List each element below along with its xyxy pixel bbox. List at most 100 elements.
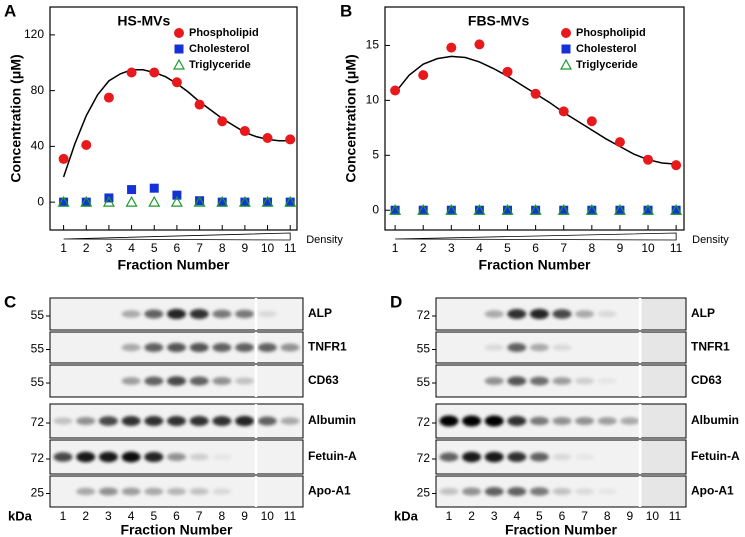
- blot-band: [552, 377, 572, 385]
- legend-marker: [174, 44, 184, 54]
- blot-band: [121, 343, 141, 352]
- lane-label: 10: [261, 509, 275, 523]
- x-tick-label: 7: [196, 241, 203, 255]
- blot-band: [189, 488, 209, 495]
- x-tick-label: 5: [504, 241, 511, 255]
- data-point: [217, 197, 227, 207]
- blot-band: [121, 487, 141, 496]
- lane-label: 9: [626, 509, 633, 523]
- data-point: [557, 203, 570, 215]
- lane-label: 6: [173, 509, 180, 523]
- panel-letter: D: [390, 292, 402, 311]
- kda-marker: 55: [417, 375, 431, 389]
- blot-band: [575, 453, 595, 461]
- data-point: [642, 203, 655, 215]
- lane-label: 5: [150, 509, 157, 523]
- blot-blank: [642, 332, 686, 363]
- chart-title: HS-MVs: [117, 13, 170, 29]
- blot-band: [597, 488, 617, 495]
- blot-band: [235, 415, 255, 427]
- lane-label: 3: [105, 509, 112, 523]
- data-point: [284, 195, 297, 207]
- blot-band: [484, 487, 504, 496]
- density-wedge: [63, 232, 291, 241]
- density-label: Density: [306, 234, 343, 246]
- lane-label: 6: [559, 509, 566, 523]
- data-point: [239, 126, 250, 137]
- density-wedge: [395, 232, 677, 241]
- blot-band: [167, 308, 186, 320]
- data-point: [417, 203, 430, 215]
- protein-label: CD63: [691, 373, 722, 387]
- data-point: [585, 203, 598, 215]
- data-point: [614, 137, 625, 148]
- lane-label: 9: [241, 509, 248, 523]
- protein-label: TNFR1: [691, 340, 730, 354]
- kda-marker: 72: [31, 451, 45, 465]
- data-point: [418, 205, 428, 215]
- plot-frame: [384, 6, 685, 231]
- blot-band: [462, 415, 482, 427]
- x-tick-label: 9: [617, 241, 624, 255]
- data-point: [285, 134, 296, 145]
- data-point: [531, 205, 541, 215]
- blot-band: [529, 487, 549, 496]
- lane-label: 8: [219, 509, 226, 523]
- density-label: Density: [692, 234, 729, 246]
- blot-band: [98, 451, 118, 463]
- lane-label: 5: [536, 509, 543, 523]
- y-tick-label: 15: [366, 38, 380, 52]
- blot-band: [212, 488, 232, 495]
- blot-band: [144, 343, 164, 352]
- data-point: [615, 205, 625, 215]
- blot-band: [507, 343, 527, 352]
- blot-band: [529, 343, 549, 352]
- x-axis-label: Fraction Number: [117, 257, 230, 273]
- lane-label: 4: [513, 509, 520, 523]
- x-tick-label: 6: [174, 241, 181, 255]
- blot-band: [167, 416, 186, 426]
- fit-curve: [394, 55, 677, 165]
- blot-band: [167, 487, 186, 496]
- data-point: [81, 197, 91, 207]
- data-point: [102, 195, 115, 207]
- x-axis-label: Fraction Number: [120, 522, 233, 537]
- data-point: [530, 88, 541, 99]
- data-point: [170, 195, 183, 207]
- data-point: [643, 154, 654, 165]
- blot-band: [189, 416, 209, 426]
- data-point: [446, 205, 456, 215]
- data-point: [216, 195, 229, 207]
- blot-band: [597, 417, 617, 425]
- data-point: [81, 139, 92, 150]
- legend-marker: [561, 44, 571, 54]
- data-point: [261, 195, 274, 207]
- x-axis-label: Fraction Number: [478, 257, 591, 273]
- lane-label: 1: [60, 509, 67, 523]
- blot-band: [507, 416, 527, 426]
- data-point: [80, 195, 93, 207]
- y-tick-label: 5: [372, 147, 379, 161]
- blot-band: [144, 309, 164, 319]
- data-point: [172, 190, 182, 200]
- blot-band: [597, 310, 617, 318]
- lane-label: 7: [581, 509, 588, 523]
- blot-band: [212, 309, 232, 319]
- blot-band: [552, 488, 572, 495]
- blot-band: [257, 416, 277, 426]
- x-tick-label: 7: [560, 241, 567, 255]
- data-point: [126, 67, 137, 78]
- data-point: [262, 133, 273, 144]
- y-tick-label: 80: [31, 83, 45, 97]
- blot-band: [76, 417, 96, 425]
- blot-band: [529, 452, 549, 462]
- blot-band: [144, 376, 164, 386]
- blot-blank: [642, 365, 686, 397]
- x-tick-label: 6: [532, 241, 539, 255]
- data-point: [613, 203, 626, 215]
- x-tick-label: 10: [641, 241, 655, 255]
- lane-label: 2: [468, 509, 475, 523]
- data-point: [148, 195, 161, 207]
- x-axis-label: Fraction Number: [505, 522, 618, 537]
- protein-label: ALP: [308, 306, 332, 320]
